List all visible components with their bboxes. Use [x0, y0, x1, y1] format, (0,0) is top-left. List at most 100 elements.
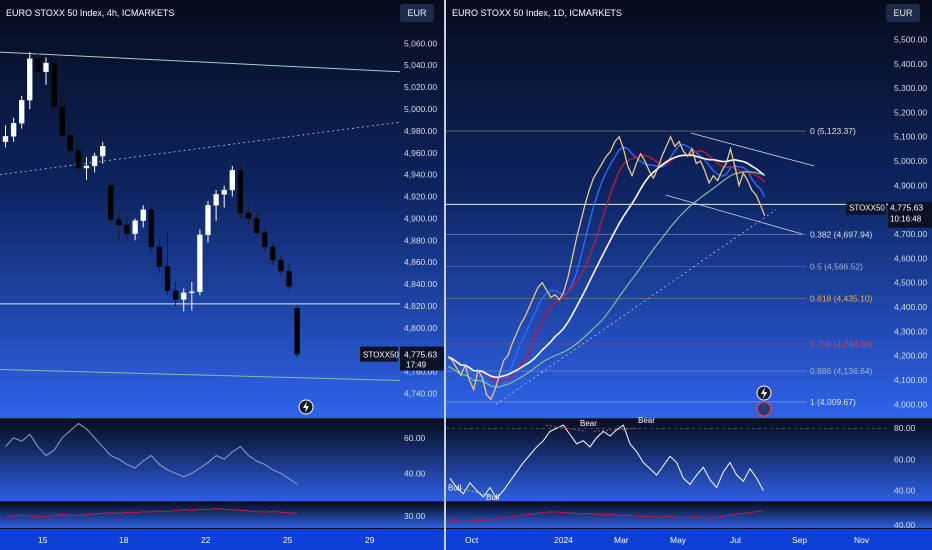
y-tick-label: 4,960.00	[404, 148, 437, 158]
fib-level-label: 0.618 (4,435.10)	[810, 293, 873, 303]
fib-level-label: 0.886 (4,136.64)	[810, 366, 873, 376]
lower-trendline	[0, 369, 401, 381]
macd-pane-bg	[446, 502, 932, 528]
candle-body	[286, 270, 292, 287]
y-tick-label: 4,880.00	[404, 235, 437, 245]
candle-body	[229, 170, 236, 191]
last-price-label: 4,775.63	[890, 203, 923, 213]
y-tick-label: 5,400.00	[894, 59, 927, 69]
left-currency-button[interactable]: EUR	[400, 4, 434, 22]
y-tick-label: 5,000.00	[894, 156, 927, 166]
candle-body	[43, 62, 49, 72]
left-chart-canvas[interactable]: 4,740.004,760.004,780.004,800.004,820.00…	[0, 0, 444, 550]
candle-body	[197, 234, 203, 292]
candle-body	[99, 146, 106, 157]
rsi-annotation: Bull	[486, 493, 500, 502]
left-chart-title: EURO STOXX 50 Index, 4h, ICMARKETS	[6, 8, 175, 18]
x-tick-label: Jul	[730, 535, 741, 545]
last-price-label: 4,775.63	[404, 350, 437, 360]
candle-body	[75, 150, 82, 169]
y-tick-label: 5,020.00	[404, 82, 437, 92]
x-tick-label: 22	[201, 535, 211, 545]
candle-body	[156, 246, 163, 267]
price-tag-bg	[400, 346, 444, 371]
right-currency-button[interactable]: EUR	[886, 4, 920, 22]
symbol-tag-bg	[846, 201, 886, 215]
candle-body	[245, 212, 252, 219]
candle-body	[278, 259, 284, 272]
y-tick-label: 4,760.00	[404, 367, 437, 377]
y-tick-label: 5,100.00	[894, 132, 927, 142]
upper-trendline	[0, 51, 401, 73]
y-tick-label: 4,940.00	[404, 170, 437, 180]
bull-divergence-line	[455, 487, 497, 498]
candle-body	[294, 308, 300, 355]
y-tick-label: 4,840.00	[404, 279, 437, 289]
settings-gear-icon	[756, 401, 772, 417]
rsi-annotation: Bear	[580, 419, 597, 428]
candle-body	[2, 136, 9, 143]
fib-level-label: 0.786 (4,248.00)	[810, 339, 873, 349]
bear-divergence-line	[593, 427, 637, 432]
ema-mid-line	[447, 150, 766, 383]
candle-body	[205, 205, 211, 236]
x-tick-label: 25	[283, 535, 293, 545]
x-tick-label: 15	[38, 535, 48, 545]
y-tick-label: 5,000.00	[404, 104, 437, 114]
candle-body	[253, 218, 260, 233]
right-chart-title: EURO STOXX 50 Index, 1D, ICMARKETS	[452, 8, 622, 18]
panel-divider[interactable]	[444, 0, 446, 550]
candle-body	[83, 165, 90, 169]
y-tick-label: 5,060.00	[404, 38, 437, 48]
macd-tick-label: 30.00	[404, 511, 426, 521]
candle-body	[51, 62, 57, 108]
y-tick-label: 4,980.00	[404, 126, 437, 136]
y-tick-label: 4,860.00	[404, 257, 437, 267]
x-axis-bar	[0, 529, 444, 550]
lightning-icon-glyph	[761, 387, 767, 399]
candle-body	[19, 100, 25, 124]
x-tick-label: 2024	[554, 535, 573, 545]
channel-lower-line	[665, 194, 803, 235]
macd-line	[449, 510, 764, 523]
fib-level-label: 1 (4,009.67)	[810, 397, 856, 407]
y-tick-label: 4,000.00	[894, 399, 927, 409]
y-tick-label: 4,500.00	[894, 278, 927, 288]
candle-body	[10, 123, 17, 137]
y-tick-label: 4,920.00	[404, 192, 437, 202]
y-tick-label: 4,740.00	[404, 389, 437, 399]
right-chart-panel[interactable]: 4,000.00 4,100.00 4,200.00 4,300.00 4,400.00…	[446, 0, 932, 550]
candle-body	[132, 220, 138, 234]
candle-body	[148, 209, 155, 248]
left-chart-panel[interactable]: 4,740.004,760.004,780.004,800.004,820.00…	[0, 0, 444, 550]
x-tick-label: Oct	[465, 535, 479, 545]
channel-upper-line	[690, 132, 815, 167]
y-tick-label: 4,600.00	[894, 253, 927, 263]
candle-body	[35, 58, 41, 72]
candle-body	[140, 209, 146, 221]
fib-level-label: 0 (5,123.37)	[810, 126, 856, 136]
y-tick-label: 4,400.00	[894, 302, 927, 312]
y-tick-label: 4,300.00	[894, 326, 927, 336]
candle-body	[108, 185, 114, 220]
candle-body	[67, 135, 74, 151]
symbol-tag: STOXX50	[849, 204, 885, 213]
candle-body	[116, 219, 122, 226]
rsi-annotation: Bull	[448, 484, 462, 493]
symbol-tag-bg	[360, 346, 398, 362]
candle-body	[270, 246, 276, 261]
x-tick-label: Sep	[792, 535, 807, 545]
y-tick-label: 5,040.00	[404, 60, 437, 70]
ema-slow-line	[447, 154, 766, 379]
rsi-tick-label: 60.00	[404, 433, 426, 443]
rsi-annotation: Bear	[638, 416, 655, 425]
y-tick-label: 4,900.00	[894, 180, 927, 190]
y-tick-label: 5,500.00	[894, 34, 927, 44]
candle-body	[59, 106, 65, 136]
rsi-pane-bg	[446, 419, 932, 501]
fib-level-label: 0.382 (4,697.94)	[810, 230, 873, 240]
y-tick-label: 4,200.00	[894, 351, 927, 361]
right-chart-canvas[interactable]: 4,000.00 4,100.00 4,200.00 4,300.00 4,400.00…	[446, 0, 932, 550]
x-tick-label: May	[670, 535, 687, 545]
price-tag-bg	[888, 201, 932, 228]
